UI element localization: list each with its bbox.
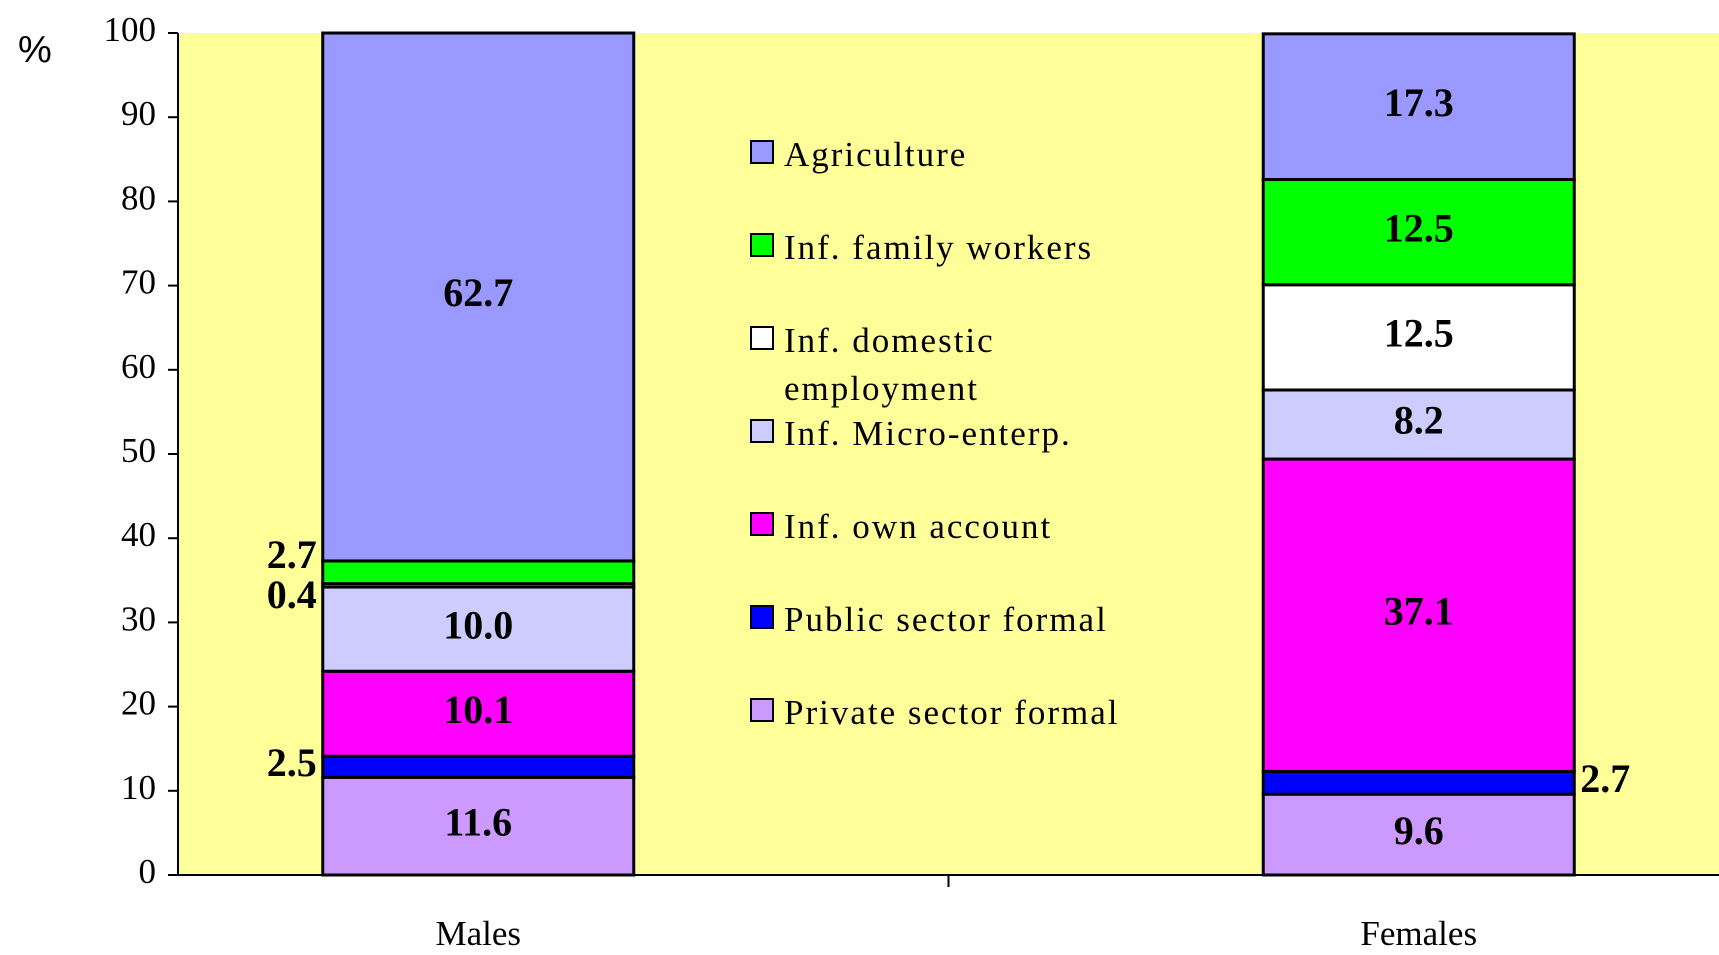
legend-item: Public sector formal (750, 596, 1182, 644)
value-label: 10.0 (443, 602, 513, 647)
y-tick-label: 30 (121, 599, 156, 638)
legend-item: Inf. Micro-enterp. (750, 410, 1182, 458)
bar-segment (1261, 178, 1576, 287)
legend-item: Private sector formal (750, 689, 1182, 737)
value-label: 12.5 (1384, 311, 1454, 356)
legend-item: Inf. own account (750, 503, 1182, 551)
bar-segment (321, 559, 636, 586)
bar-segment (321, 669, 636, 758)
value-label: 9.6 (1394, 808, 1444, 853)
value-label: 10.1 (443, 687, 513, 732)
y-axis-label: % (18, 29, 52, 71)
legend-swatch (750, 512, 774, 536)
legend-swatch (750, 605, 774, 629)
value-label: 0.4 (267, 572, 317, 617)
y-tick-label: 0 (139, 852, 157, 891)
y-tick-label: 40 (121, 515, 156, 554)
bar-segment (321, 31, 636, 563)
value-label: 11.6 (444, 799, 512, 844)
bar-segment (321, 585, 636, 673)
legend-label: Public sector formal (784, 600, 1108, 639)
value-label: 12.5 (1384, 205, 1454, 250)
value-label: 2.7 (1580, 756, 1630, 801)
y-tick-label: 60 (121, 347, 156, 386)
legend-swatch (750, 140, 774, 164)
x-tick-label: Males (435, 914, 521, 953)
bar-segment (1261, 388, 1576, 461)
bar-segment (321, 775, 636, 877)
value-label: 37.1 (1384, 588, 1454, 633)
bar-segment (1261, 792, 1576, 877)
bar-segment (321, 754, 636, 779)
x-tick-label: Females (1360, 914, 1477, 953)
value-label: 2.7 (267, 532, 317, 577)
legend: Agriculture Inf. family workers Inf. domes… (720, 131, 1182, 799)
value-label: 62.7 (443, 270, 513, 315)
bar-segment (1261, 769, 1576, 796)
y-tick-label: 70 (121, 263, 156, 302)
y-tick-label: 100 (104, 10, 157, 49)
legend-label: Agriculture (784, 135, 968, 174)
legend-label: Inf. own account (784, 507, 1053, 546)
legend-swatch (750, 698, 774, 722)
y-tick-label: 90 (121, 94, 156, 133)
value-label: 2.5 (267, 740, 317, 785)
legend-item: Inf. family workers (750, 224, 1182, 272)
y-tick-label: 20 (121, 684, 156, 723)
legend-swatch (750, 326, 774, 350)
legend-label: Inf. Micro-enterp. (784, 414, 1072, 453)
legend-item: Agriculture (750, 131, 1182, 179)
value-label: 8.2 (1394, 398, 1444, 443)
legend-swatch (750, 233, 774, 257)
y-tick-label: 50 (121, 431, 156, 470)
y-tick-label: 10 (121, 768, 156, 807)
legend-label: Private sector formal (784, 693, 1120, 732)
bar-segment (1261, 457, 1576, 773)
y-tick-label: 80 (121, 178, 156, 217)
legend-item: Inf. domestic employment (750, 317, 1182, 413)
value-label: 17.3 (1384, 80, 1454, 125)
bar-segment (1261, 32, 1576, 182)
legend-label: Inf. domestic employment (784, 321, 995, 408)
legend-label: Inf. family workers (784, 228, 1094, 267)
legend-swatch (750, 419, 774, 443)
